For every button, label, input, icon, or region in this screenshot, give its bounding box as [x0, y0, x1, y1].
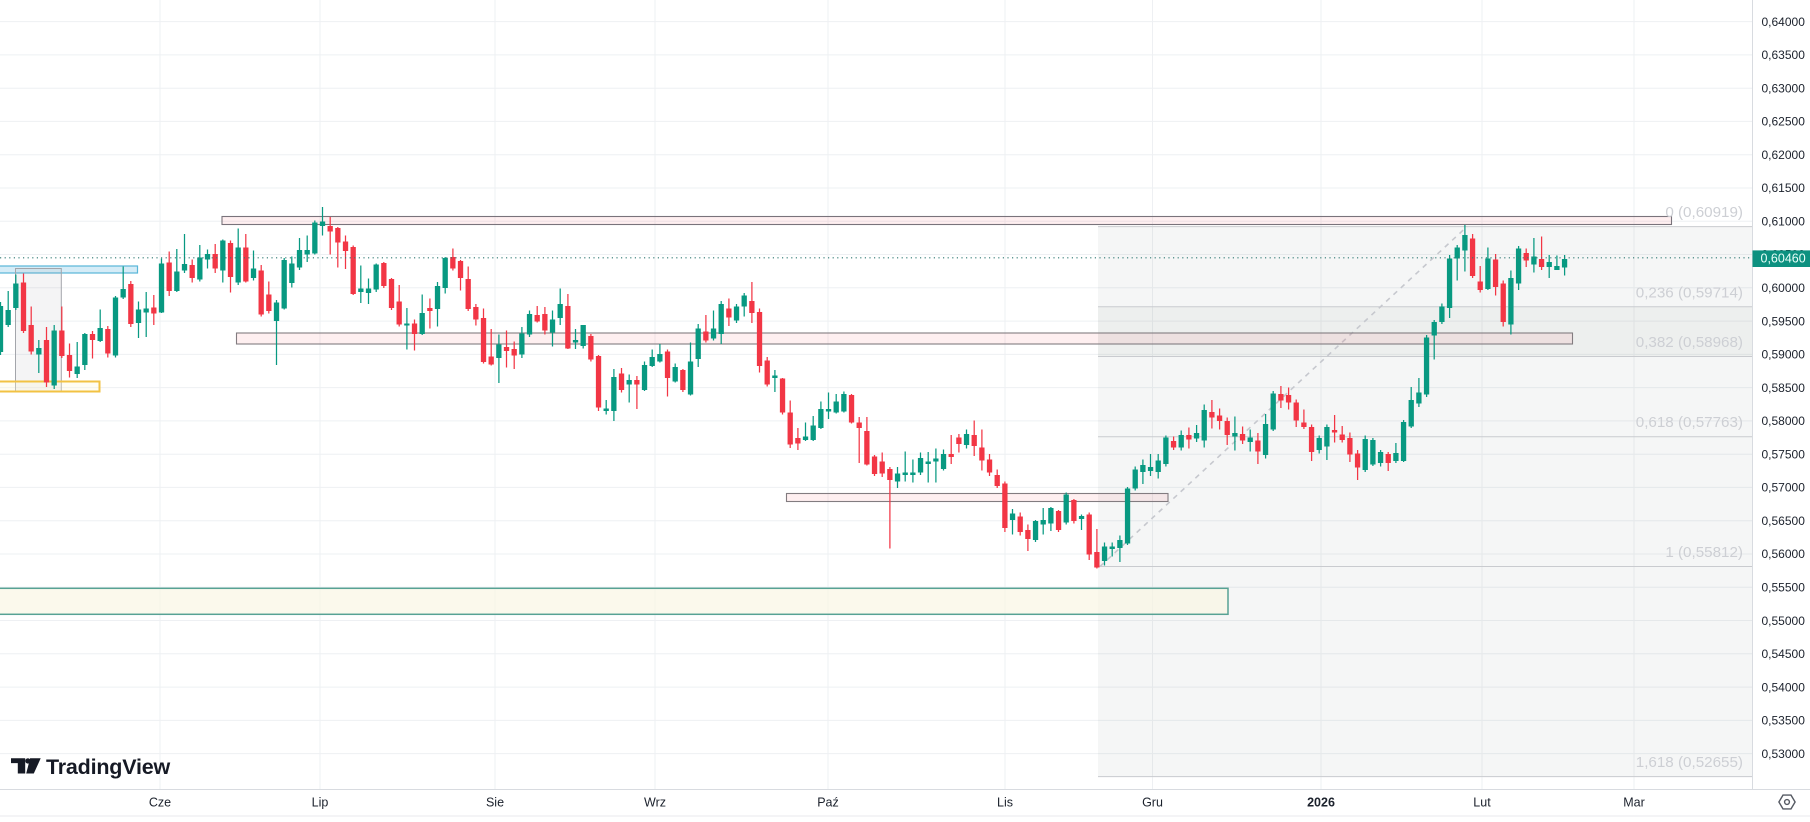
svg-text:0,60000: 0,60000 [1762, 281, 1806, 295]
svg-text:0,63000: 0,63000 [1762, 81, 1806, 95]
svg-text:0,59500: 0,59500 [1762, 314, 1806, 328]
svg-text:Sie: Sie [486, 796, 504, 810]
svg-text:1,618 (0,52655): 1,618 (0,52655) [1636, 754, 1743, 771]
svg-text:Lut: Lut [1473, 796, 1491, 810]
svg-text:0,64000: 0,64000 [1762, 15, 1806, 29]
svg-text:0,62500: 0,62500 [1762, 115, 1806, 129]
svg-text:0,56500: 0,56500 [1762, 514, 1806, 528]
svg-text:Gru: Gru [1142, 796, 1163, 810]
svg-text:Wrz: Wrz [644, 796, 666, 810]
svg-text:0,54500: 0,54500 [1762, 647, 1806, 661]
svg-text:0,57000: 0,57000 [1762, 481, 1806, 495]
svg-text:0,53000: 0,53000 [1762, 747, 1806, 761]
svg-text:0,236 (0,59714): 0,236 (0,59714) [1636, 284, 1743, 301]
svg-text:0,62000: 0,62000 [1762, 148, 1806, 162]
svg-text:0,53500: 0,53500 [1762, 714, 1806, 728]
svg-text:0,56000: 0,56000 [1762, 547, 1806, 561]
svg-text:Cze: Cze [149, 796, 171, 810]
svg-text:0,61000: 0,61000 [1762, 214, 1806, 228]
svg-text:0,61500: 0,61500 [1762, 181, 1806, 195]
svg-text:2026: 2026 [1307, 796, 1335, 810]
svg-text:Lis: Lis [997, 796, 1013, 810]
svg-text:0,59000: 0,59000 [1762, 348, 1806, 362]
svg-text:Lip: Lip [312, 796, 329, 810]
svg-text:0,57500: 0,57500 [1762, 447, 1806, 461]
svg-text:0,55500: 0,55500 [1762, 581, 1806, 595]
svg-text:0,382 (0,58968): 0,382 (0,58968) [1636, 334, 1743, 351]
svg-text:0,55000: 0,55000 [1762, 614, 1806, 628]
svg-text:TradingView: TradingView [46, 755, 171, 779]
svg-text:0,58000: 0,58000 [1762, 414, 1806, 428]
svg-text:0,58500: 0,58500 [1762, 381, 1806, 395]
svg-text:0,60460: 0,60460 [1761, 252, 1806, 266]
svg-text:0 (0,60919): 0 (0,60919) [1665, 204, 1743, 221]
svg-text:1 (0,55812): 1 (0,55812) [1665, 544, 1743, 561]
svg-text:0,618 (0,57763): 0,618 (0,57763) [1636, 414, 1743, 431]
svg-text:Paź: Paź [817, 796, 839, 810]
svg-text:0,54000: 0,54000 [1762, 680, 1806, 694]
svg-text:0,63500: 0,63500 [1762, 48, 1806, 62]
svg-text:Mar: Mar [1623, 796, 1645, 810]
